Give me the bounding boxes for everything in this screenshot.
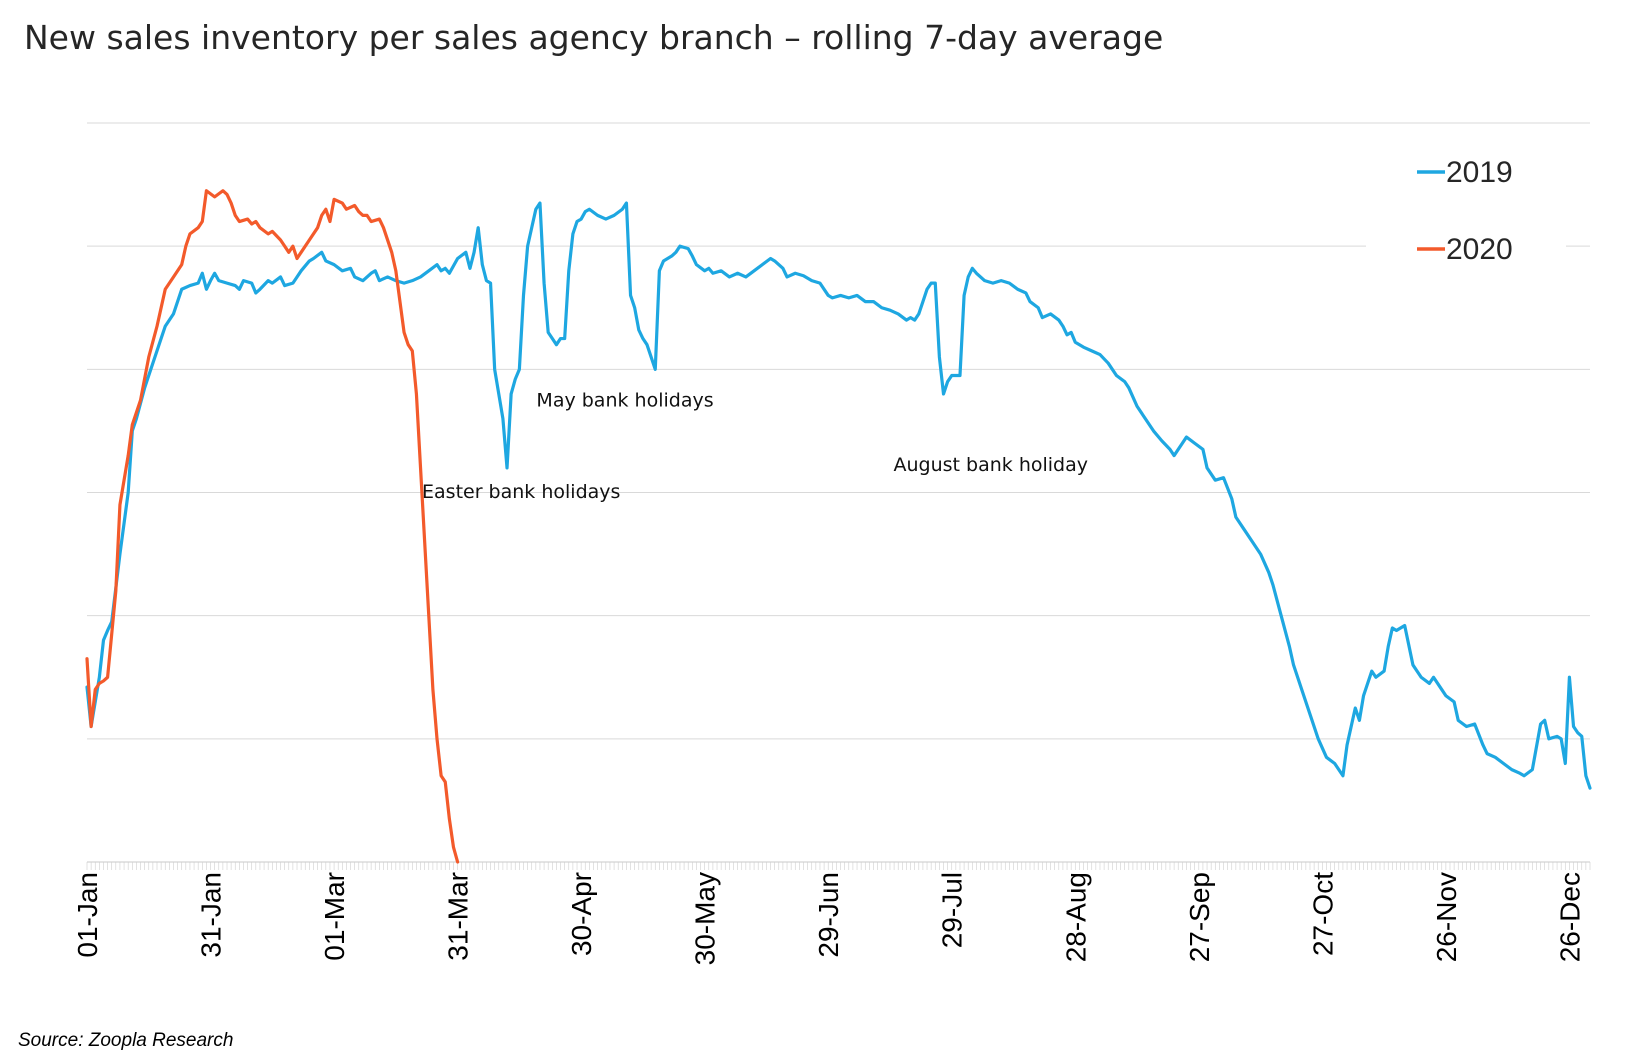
annotation: August bank holiday — [894, 454, 1089, 476]
x-tick-label: 26-Nov — [1431, 872, 1462, 962]
x-tick-label: 27-Oct — [1307, 872, 1338, 956]
x-axis: 01-Jan 31-Jan 01-Mar 31-Mar 30-Apr 30-May 29-J… — [72, 861, 1591, 965]
x-tick-label: 30-Apr — [566, 872, 597, 956]
series-layer — [85, 189, 1592, 864]
x-axis-minor-ticks — [86, 862, 1591, 870]
x-tick-label: 26-Dec — [1554, 872, 1585, 962]
gridlines — [87, 122, 1590, 740]
legend: 2019 2020 — [1366, 143, 1566, 271]
x-tick-label: 27-Sep — [1184, 872, 1215, 962]
annotation: Easter bank holidays — [422, 481, 620, 503]
annotations: Easter bank holidays May bank holidays Aug… — [422, 389, 1088, 503]
series-line-2019 — [85, 201, 1592, 790]
source-note: Source: Zoopla Research — [18, 1030, 234, 1051]
x-tick-label: 29-Jul — [937, 872, 968, 948]
x-tick-label: 30-May — [690, 872, 721, 965]
series-line-2020 — [85, 189, 460, 864]
legend-label-2020: 2020 — [1446, 233, 1513, 266]
x-tick-label: 01-Jan — [72, 872, 103, 958]
legend-label-2019: 2019 — [1446, 156, 1513, 189]
x-tick-label: 01-Mar — [319, 872, 350, 961]
x-tick-label: 29-Jun — [813, 872, 844, 958]
x-tick-label: 31-Mar — [443, 872, 474, 961]
legend-box — [1366, 143, 1566, 271]
chart-title: New sales inventory per sales agency bra… — [24, 18, 1164, 57]
x-tick-label: 31-Jan — [196, 872, 227, 958]
annotation: May bank holidays — [536, 389, 713, 411]
x-tick-label: 28-Aug — [1060, 872, 1091, 962]
